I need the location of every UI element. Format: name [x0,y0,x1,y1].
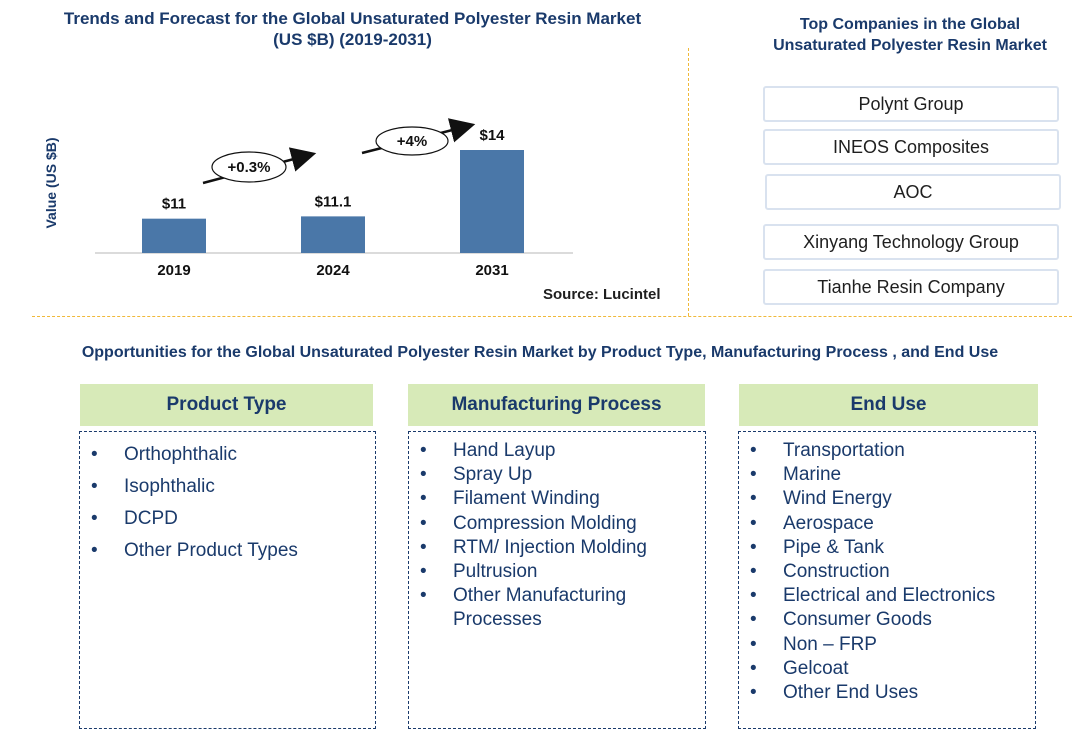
list-item: • Non – FRP [750,633,877,655]
opportunities-title: Opportunities for the Global Unsaturated… [81,344,999,361]
company-aoc: AOC [765,174,1061,210]
list-item: • Marine [750,464,842,486]
list-item: • Aerospace [750,512,874,534]
data-label-2031: $14 [479,127,505,144]
list-item: • Pultrusion [420,561,538,583]
companies-title-line-1: Top Companies in the Global [799,16,1021,33]
company-ineos-composites: INEOS Composites [763,129,1059,165]
end-use-list-box: • Transportation • Marine • Wind Energy • Ae… [738,431,1036,729]
list-item: • RTM/ Injection Molding [420,536,647,558]
vertical-divider [688,48,689,316]
list-item: • Spray Up [420,464,533,486]
manufacturing-process-list-box: • Hand Layup • Spray Up • Filament Winding … [408,431,706,729]
bar-2024 [301,216,365,253]
growth-callout-bubble [211,151,287,183]
x-tick-label-2024: 2024 [316,262,350,279]
product-type-header: Product Type [80,384,373,426]
source-note: Source: Lucintel [543,286,661,303]
list-item: • Compression Molding [420,512,637,534]
x-tick-label-2019: 2019 [157,262,190,279]
horizontal-divider [32,316,1072,317]
y-axis-label: Value (US $B) [43,137,59,228]
manufacturing-process-header: Manufacturing Process [408,384,705,426]
chart-title-line-1: Trends and Forecast for the Global Unsat… [63,9,642,28]
data-label-2019: $11 [162,196,186,213]
list-item: • Isophthalic [91,476,215,497]
list-item: • Pipe & Tank [750,536,885,558]
list-item: • Consumer Goods [750,609,932,631]
list-item: • Wind Energy [750,488,892,510]
end-use-header: End Use [739,384,1038,426]
bar-2031 [460,150,524,253]
list-item: • Hand Layup [420,440,556,461]
company-xinyang-technology-group: Xinyang Technology Group [763,224,1059,260]
list-item: • Construction [750,561,890,583]
list-item: • Electrical and Electronics [750,585,996,607]
list-item: • Orthophthalic [91,444,238,465]
companies-title: Top Companies in the Global Unsaturated … [742,14,1078,56]
list-item: • Transportation [750,440,905,461]
companies-title-line-2: Unsaturated Polyester Resin Market [773,37,1047,54]
manufacturing-process-list: • Hand Layup • Spray Up • Filament Winding … [409,432,705,633]
growth-callout-label: +0.3% [228,159,271,176]
product-type-list: • Orthophthalic • Isophthalic • DCPD • Other… [80,432,375,567]
company-tianhe-resin-company: Tianhe Resin Company [763,269,1059,305]
growth-callout-label: +4% [397,133,427,150]
product-type-list-box: • Orthophthalic • Isophthalic • DCPD • Other… [79,431,376,729]
list-item: • DCPD [91,508,178,529]
data-label-2024: $11.1 [315,193,352,210]
list-item: • Filament Winding [420,488,600,510]
chart-title: Trends and Forecast for the Global Unsat… [0,8,705,50]
list-item: • Other Product Types [91,540,298,561]
company-polynt-group: Polynt Group [763,86,1059,122]
bar-chart: Value (US $B) $11 2019 $11.1 2024 $14 2031 +0.… [43,118,573,279]
list-item: • Other End Uses [750,682,919,704]
list-item: • Other Manufacturing Processes [420,585,627,631]
chart-title-line-2: (US $B) (2019-2031) [273,30,432,49]
bar-2019 [142,218,206,253]
list-item: • Gelcoat [750,657,849,679]
growth-callout-bubble [375,126,449,156]
x-tick-label-2031: 2031 [475,262,508,279]
end-use-list: • Transportation • Marine • Wind Energy • Ae… [739,432,1035,705]
